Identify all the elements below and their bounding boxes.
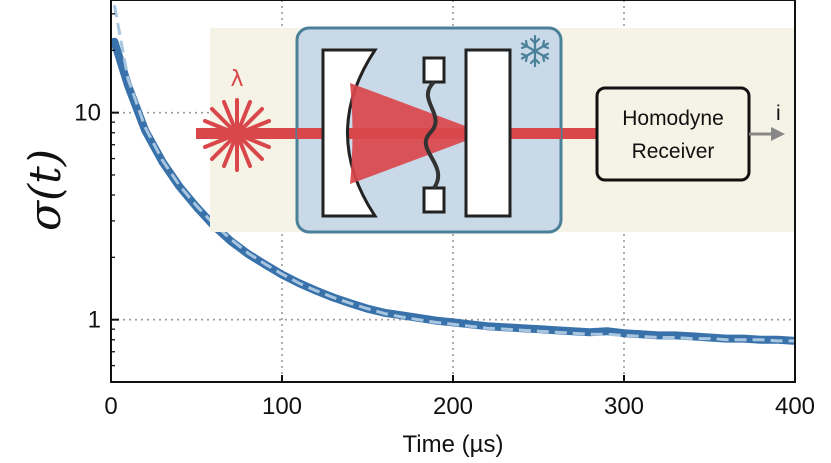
y-tick-label: 1 bbox=[88, 307, 101, 334]
snowflake-icon bbox=[520, 34, 550, 68]
ticks: 0 100 200 300 400 1 10 bbox=[74, 13, 815, 420]
membrane-clamp-bottom bbox=[422, 186, 446, 214]
x-tick-label: 300 bbox=[604, 393, 644, 420]
x-tick-label: 0 bbox=[104, 393, 117, 420]
x-tick-label: 400 bbox=[775, 393, 815, 420]
homodyne-receiver-box bbox=[595, 86, 751, 182]
x-axis-title: Time (µs) bbox=[403, 431, 504, 458]
setup-inset: λ Homodyne Receiver bbox=[196, 26, 795, 234]
cavity-mode bbox=[350, 83, 468, 184]
x-tick-label: 100 bbox=[262, 393, 302, 420]
membrane bbox=[423, 80, 441, 190]
y-axis-title: σ(t) bbox=[20, 149, 71, 231]
laser-icon bbox=[200, 98, 274, 172]
receiver-label-line2: Receiver bbox=[632, 140, 715, 163]
output-arrow-icon bbox=[771, 127, 785, 141]
series-layer bbox=[111, 5, 795, 345]
y-tick-label: 10 bbox=[74, 100, 101, 127]
output-label: i bbox=[776, 102, 781, 125]
membrane-clamp-top bbox=[422, 56, 446, 84]
laser-label: λ bbox=[230, 67, 243, 92]
receiver-label-line1: Homodyne bbox=[622, 107, 724, 130]
flat-mirror bbox=[464, 48, 512, 218]
curved-mirror bbox=[321, 48, 378, 218]
x-tick-label: 200 bbox=[433, 393, 473, 420]
